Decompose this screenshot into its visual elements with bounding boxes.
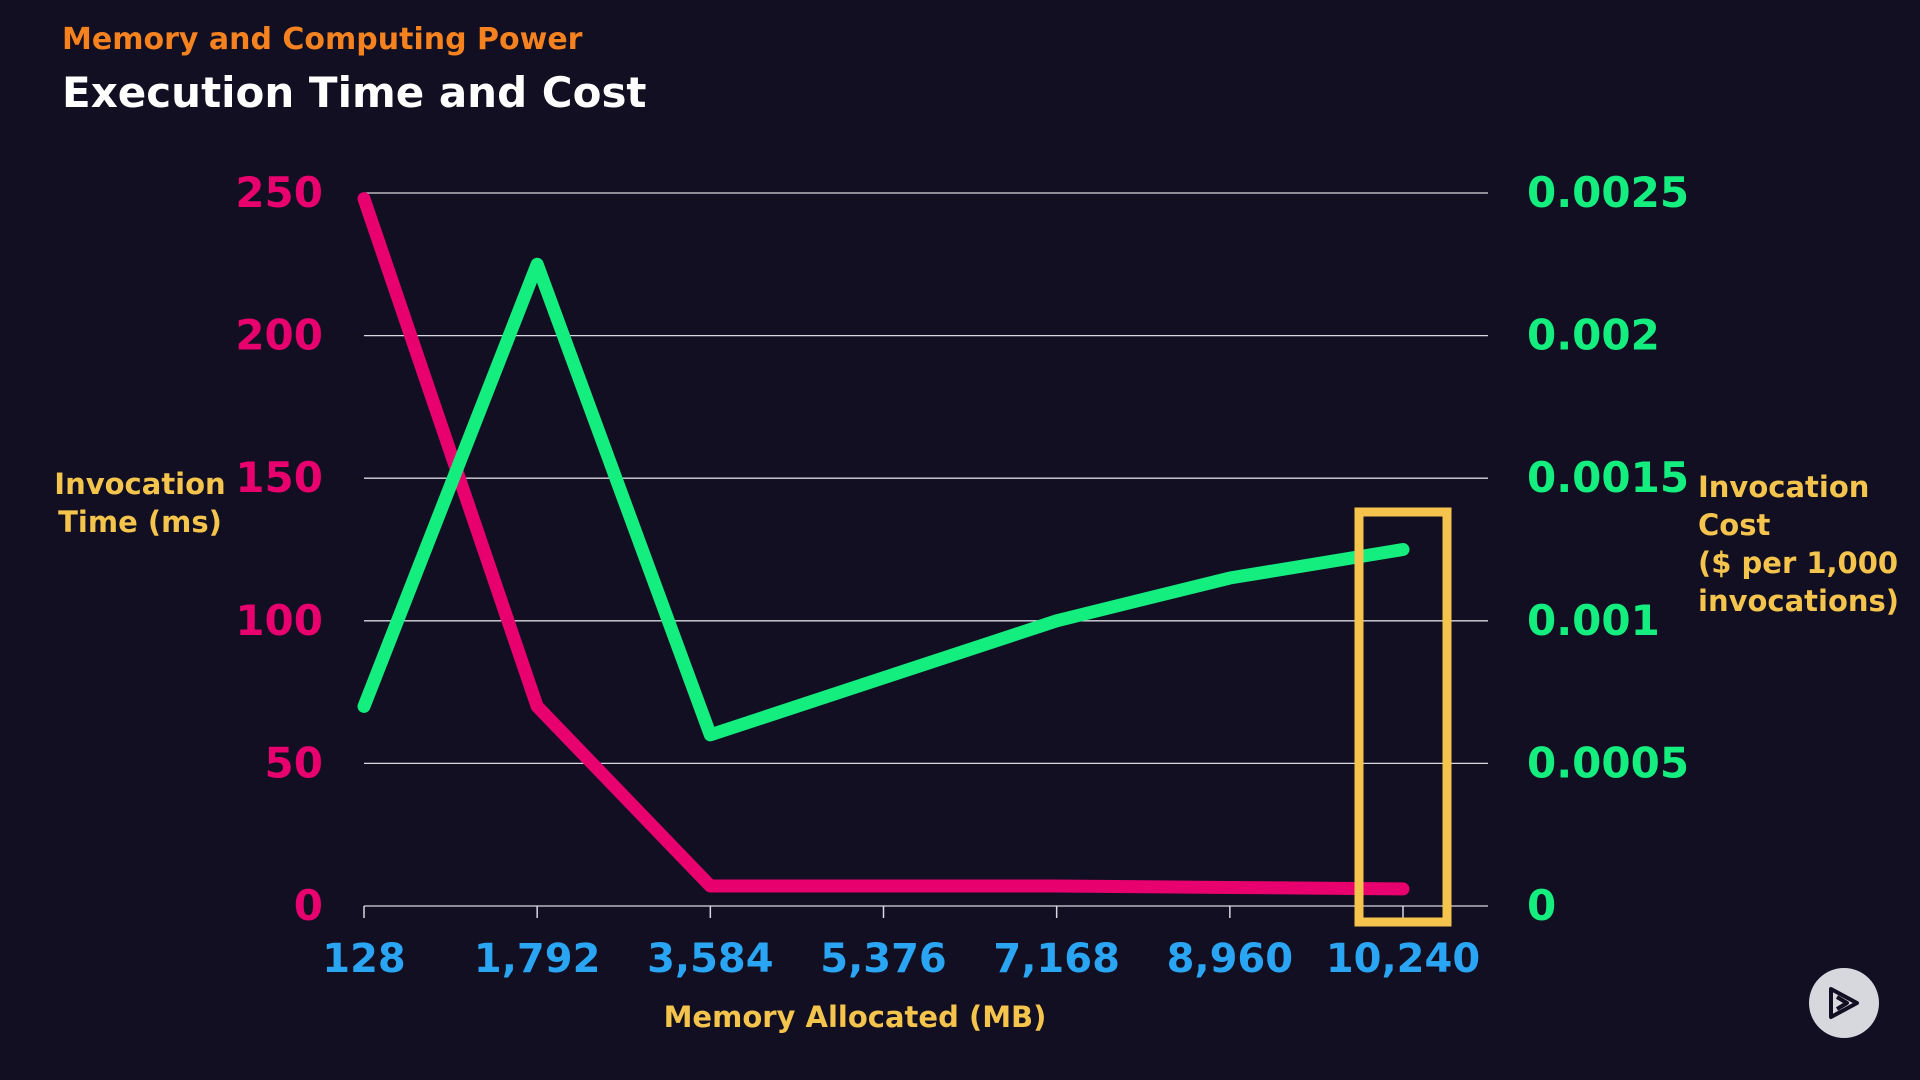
x-axis: 128 1,792 3,584 5,376 7,168 8,960 10,240 xyxy=(322,906,1480,982)
left-axis-title: Invocation Time (ms) xyxy=(40,465,240,541)
play-button[interactable] xyxy=(1809,968,1879,1038)
left-y-tick-label: 0 xyxy=(294,881,323,930)
right-y-tick-label: 0.002 xyxy=(1527,311,1660,360)
invocation-time-line xyxy=(357,192,1410,896)
slide-title: Execution Time and Cost xyxy=(62,68,647,117)
x-tick-label: 5,376 xyxy=(820,936,947,982)
left-y-tick-label: 150 xyxy=(235,453,323,502)
x-tick-label: 128 xyxy=(322,936,406,982)
x-tick-label: 8,960 xyxy=(1167,936,1294,982)
left-y-tick-label: 100 xyxy=(235,596,323,645)
left-axis-title-line: Time (ms) xyxy=(58,505,222,539)
x-tick-label: 10,240 xyxy=(1326,936,1480,982)
left-y-axis: 0 50 100 150 200 250 xyxy=(235,168,323,930)
left-y-tick-label: 250 xyxy=(235,168,323,217)
invocation-cost-line xyxy=(357,257,1410,742)
left-y-tick-label: 50 xyxy=(265,738,323,787)
right-y-tick-label: 0.0005 xyxy=(1527,738,1689,787)
x-tick-label: 3,584 xyxy=(647,936,774,982)
right-axis-title-line: Cost xyxy=(1698,508,1771,542)
right-axis-title-line: ($ per 1,000 xyxy=(1698,546,1899,580)
highlight-layer xyxy=(1354,507,1452,927)
right-y-tick-label: 0.0015 xyxy=(1527,453,1689,502)
highlight-box xyxy=(1354,507,1452,927)
right-axis-title: Invocation Cost ($ per 1,000 invocations… xyxy=(1698,468,1913,620)
right-y-tick-label: 0.001 xyxy=(1527,596,1660,645)
play-icon xyxy=(1829,987,1859,1019)
series-lines xyxy=(357,192,1410,896)
section-eyebrow: Memory and Computing Power xyxy=(62,22,583,57)
gridlines xyxy=(364,192,1488,907)
right-y-axis: 0 0.0005 0.001 0.0015 0.002 0.0025 xyxy=(1527,168,1689,930)
x-axis-title: Memory Allocated (MB) xyxy=(663,1000,1047,1034)
left-y-tick-label: 200 xyxy=(235,311,323,360)
right-axis-title-line: Invocation xyxy=(1698,470,1870,504)
right-y-tick-label: 0 xyxy=(1527,881,1556,930)
left-axis-title-line: Invocation xyxy=(54,467,226,501)
x-tick-label: 1,792 xyxy=(474,936,601,982)
right-axis-title-line: invocations) xyxy=(1698,584,1900,618)
x-tick-label: 7,168 xyxy=(993,936,1120,982)
right-y-tick-label: 0.0025 xyxy=(1527,168,1689,217)
